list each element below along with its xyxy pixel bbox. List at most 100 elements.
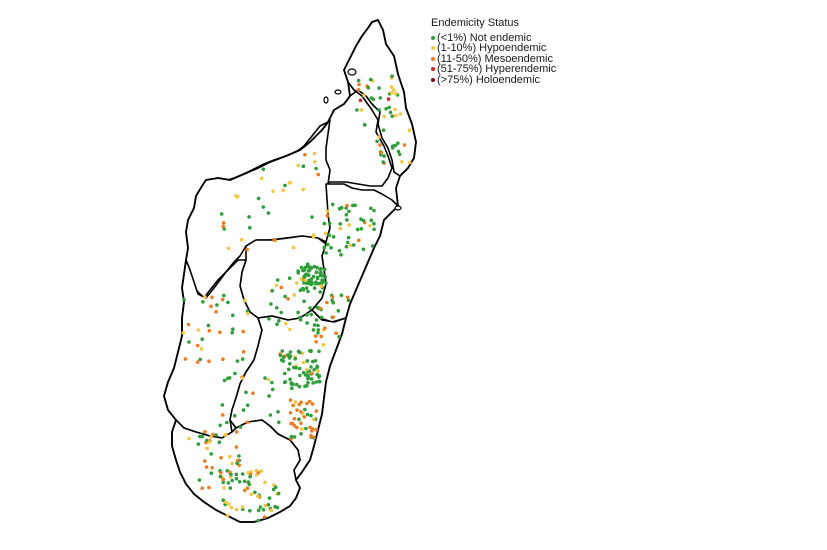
survey-point	[329, 245, 333, 250]
survey-point	[221, 224, 225, 229]
survey-point	[400, 160, 404, 164]
survey-point	[327, 233, 332, 237]
survey-point	[278, 353, 283, 358]
survey-point	[321, 343, 326, 347]
survey-point	[219, 456, 223, 460]
survey-point	[209, 304, 213, 309]
survey-point	[317, 349, 321, 354]
survey-point	[377, 86, 381, 90]
survey-point	[312, 151, 317, 156]
survey-point	[245, 486, 250, 491]
survey-point	[398, 112, 403, 116]
survey-point	[271, 487, 276, 492]
survey-point	[207, 440, 212, 444]
survey-point	[325, 209, 330, 214]
survey-point	[361, 218, 366, 223]
survey-point	[324, 281, 328, 285]
survey-point	[307, 278, 311, 283]
legend-item-holoendemic: (>75%) Holoendemic	[431, 74, 556, 86]
survey-point	[299, 277, 304, 282]
survey-point	[219, 212, 224, 216]
survey-point	[331, 300, 336, 305]
survey-point	[322, 267, 327, 272]
survey-point	[356, 238, 361, 243]
survey-point	[298, 373, 302, 378]
survey-point	[305, 313, 309, 317]
survey-point	[305, 321, 309, 325]
survey-point	[245, 403, 250, 408]
survey-point	[313, 359, 318, 363]
survey-point	[311, 381, 316, 385]
legend-label: (<1%) Not endemic	[437, 31, 532, 44]
survey-point	[245, 247, 249, 252]
survey-point	[369, 96, 374, 100]
survey-point	[283, 183, 287, 188]
survey-point	[220, 413, 225, 417]
survey-point	[200, 337, 204, 342]
survey-point	[267, 394, 271, 398]
survey-point	[240, 357, 245, 361]
survey-point	[202, 459, 207, 463]
survey-point	[305, 359, 310, 363]
survey-point	[301, 268, 305, 273]
survey-point	[226, 481, 231, 485]
survey-point	[276, 491, 281, 496]
survey-point	[372, 227, 376, 232]
survey-point	[325, 213, 330, 218]
survey-point	[316, 369, 320, 373]
survey-point	[227, 454, 232, 459]
survey-point	[309, 280, 314, 285]
survey-point	[345, 218, 349, 222]
survey-point	[330, 295, 335, 299]
survey-point	[234, 430, 239, 434]
survey-point	[214, 310, 218, 314]
survey-point	[346, 235, 351, 240]
legend-dot	[431, 77, 435, 82]
survey-point	[276, 410, 280, 414]
survey-point	[288, 350, 293, 354]
survey-point	[263, 480, 267, 485]
survey-point	[408, 160, 412, 165]
survey-point	[226, 300, 230, 305]
survey-point	[305, 412, 310, 417]
survey-point	[357, 82, 361, 87]
survey-point	[279, 285, 284, 290]
survey-point	[308, 425, 312, 430]
survey-point	[302, 415, 307, 419]
survey-point	[362, 93, 366, 98]
survey-point	[355, 227, 360, 232]
survey-point	[267, 316, 271, 321]
survey-point	[266, 211, 271, 215]
survey-point	[346, 240, 350, 245]
survey-point	[316, 330, 320, 335]
survey-point	[210, 295, 214, 300]
survey-point	[306, 375, 311, 380]
survey-point	[266, 377, 271, 382]
legend-item-not-endemic: (<1%) Not endemic	[431, 31, 556, 44]
legend-dot	[431, 46, 435, 51]
survey-point	[238, 425, 243, 429]
survey-point	[314, 409, 319, 413]
survey-point	[283, 380, 288, 384]
survey-point	[268, 413, 273, 417]
survey-point	[272, 237, 277, 242]
survey-point	[300, 427, 304, 431]
survey-point	[286, 367, 291, 372]
survey-point	[316, 281, 320, 286]
survey-point	[361, 247, 366, 252]
survey-point	[323, 231, 328, 236]
survey-point	[325, 300, 329, 305]
legend-dot	[431, 35, 435, 40]
survey-point	[288, 354, 293, 358]
survey-point	[207, 359, 211, 364]
survey-point	[199, 347, 204, 351]
survey-point	[322, 221, 327, 226]
survey-point	[366, 86, 371, 90]
survey-point	[297, 366, 302, 371]
survey-point	[277, 420, 281, 425]
survey-point	[292, 293, 297, 297]
survey-point	[249, 492, 253, 497]
survey-point	[316, 323, 320, 328]
survey-point	[275, 322, 279, 327]
